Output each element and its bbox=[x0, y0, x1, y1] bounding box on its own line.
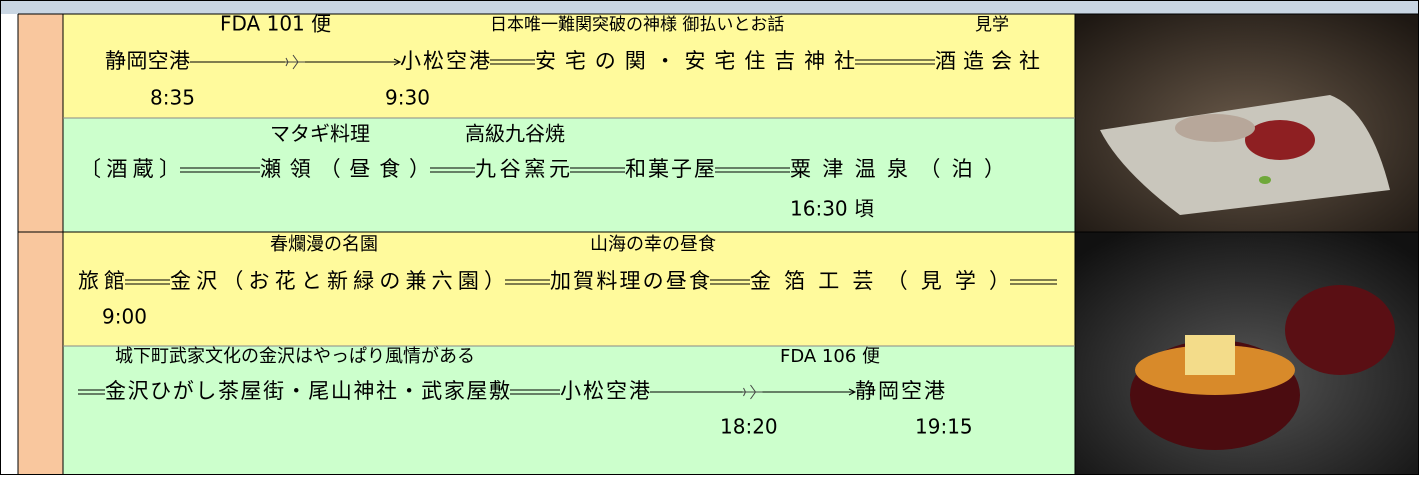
note: 山海の幸の昼食 bbox=[590, 234, 716, 255]
note: FDA 101 便 bbox=[220, 12, 331, 36]
time: 8:35 bbox=[150, 86, 195, 110]
top-strip bbox=[0, 0, 1419, 14]
note: マタギ料理 bbox=[270, 122, 370, 146]
note: 城下町武家文化の金沢はやっぱり風情がある bbox=[115, 346, 475, 367]
note: 見学 bbox=[975, 15, 1009, 35]
time: 9:00 bbox=[102, 305, 147, 329]
time: 16:30 頃 bbox=[790, 197, 874, 221]
day-column bbox=[18, 14, 63, 475]
time: 18:20 bbox=[720, 415, 778, 439]
note: 日本唯一難関突破の神様 御払いとお話 bbox=[490, 15, 784, 35]
stop: 金沢ひがし茶屋街・尾山神社・武家屋敷 bbox=[105, 379, 510, 403]
note: 高級九谷焼 bbox=[465, 122, 565, 146]
photo bbox=[1075, 14, 1419, 232]
stop: 安宅の関・安宅住吉神社 bbox=[535, 49, 855, 73]
time: 9:30 bbox=[385, 86, 430, 110]
note: FDA 106 便 bbox=[780, 346, 880, 367]
time: 19:15 bbox=[915, 415, 973, 439]
stop: 加賀料理の昼食 bbox=[550, 269, 710, 293]
note: 春爛漫の名園 bbox=[270, 234, 378, 255]
stop: 静岡空港 bbox=[105, 49, 190, 73]
photo bbox=[1075, 232, 1419, 475]
